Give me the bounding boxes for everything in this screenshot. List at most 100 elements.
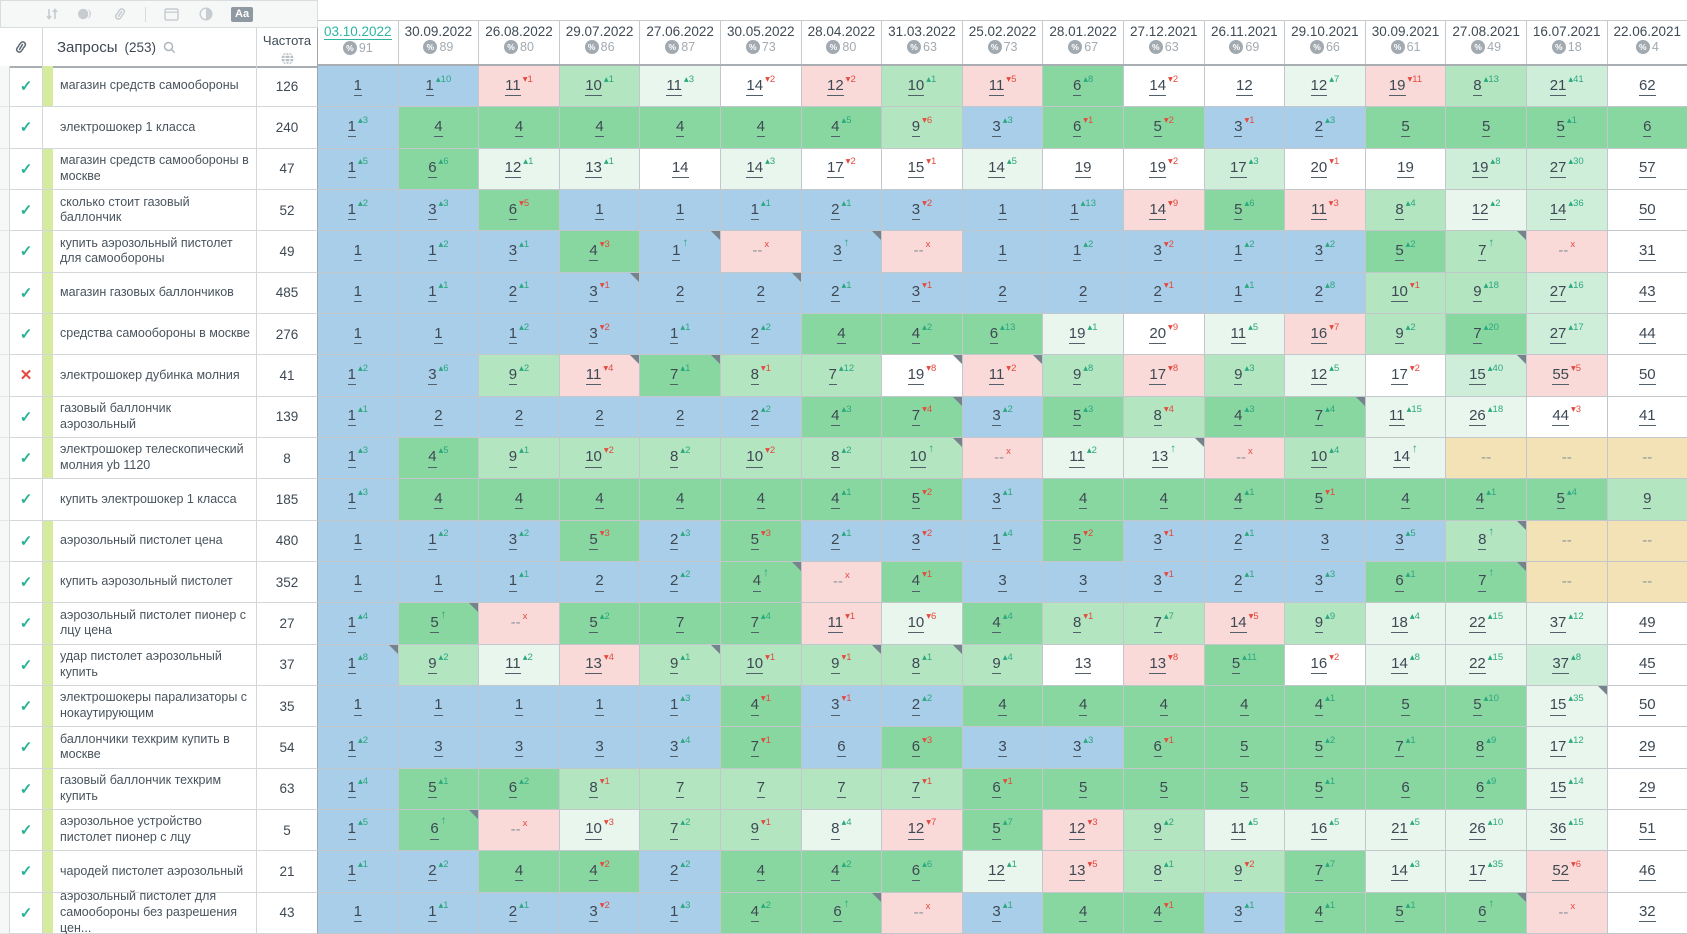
position-cell[interactable]: 1 ▴4 [318,603,398,645]
position-cell[interactable]: 8 ▴2 [800,437,882,480]
position-cell[interactable]: 1 ▴2 [478,313,559,356]
position-cell[interactable]: 7 [639,768,720,810]
position-cell[interactable]: 1 [397,561,479,604]
date-column-header[interactable]: 30.09.2022% 89 [397,20,479,64]
position-cell[interactable]: 4 [1122,479,1204,521]
position-cell[interactable]: 13 [1042,644,1123,686]
position-cell[interactable]: 3 ▴2 [961,396,1043,438]
position-cell[interactable]: 15 ▾1 [881,148,962,190]
position-cell[interactable]: -- [1606,561,1687,604]
position-cell[interactable]: 4 ▾1 [719,685,801,728]
position-cell[interactable]: 1 [318,272,398,314]
position-cell[interactable]: 5 [1203,727,1285,769]
date-label[interactable]: 29.07.2022 [565,24,634,39]
position-cell[interactable]: 8 ▾1 [558,768,640,810]
position-cell[interactable]: 17 ▴3 [1203,148,1285,190]
date-label[interactable]: 26.08.2022 [485,24,553,39]
keyword-cell[interactable]: магазин газовых баллончиков [43,272,257,314]
check-icon[interactable]: ✓ [10,231,43,273]
check-icon[interactable]: ✓ [10,66,43,108]
check-icon[interactable]: ✓ [10,313,43,356]
keyword-cell[interactable]: удар пистолет аэрозольный купить [43,644,257,686]
position-cell[interactable]: 6 [1606,107,1687,149]
position-cell[interactable]: -- x [1203,437,1285,480]
position-cell[interactable]: 31 [1606,231,1687,273]
position-cell[interactable]: 3 ▴1 [961,892,1043,934]
position-cell[interactable]: 7 ↑ [1445,561,1526,604]
position-cell[interactable]: 6 ↑ [800,892,882,934]
position-cell[interactable]: 2 [719,272,801,314]
position-cell[interactable]: 1 ▴3 [318,437,398,480]
position-cell[interactable]: 1 ▴3 [639,892,720,934]
position-cell[interactable]: 4 ▴1 [1445,479,1526,521]
position-cell[interactable]: 4 [639,107,720,149]
position-cell[interactable]: 11 ▾5 [961,66,1043,108]
position-cell[interactable]: 49 [1606,603,1687,645]
date-column-header[interactable]: 26.11.2021% 69 [1203,20,1285,64]
position-cell[interactable]: 9 ▴1 [478,437,559,480]
check-icon[interactable]: ✓ [10,685,43,728]
position-cell[interactable]: 12 ▴2 [1445,189,1526,232]
position-cell[interactable]: 5 ▴3 [1042,396,1123,438]
position-cell[interactable]: 1 ▴1 [478,561,559,604]
position-cell[interactable]: 2 ▴1 [478,272,559,314]
position-cell[interactable]: 10 ▴1 [558,66,640,108]
position-cell[interactable]: 5 ▴2 [1364,231,1446,273]
position-cell[interactable]: 14 ▴8 [1364,644,1446,686]
position-cell[interactable]: 3 ▴3 [1042,727,1123,769]
position-cell[interactable]: 1 [558,189,640,232]
position-cell[interactable]: 15 ▴35 [1525,685,1607,728]
position-cell[interactable]: 22 ▴15 [1445,603,1526,645]
position-cell[interactable]: 2 ▴3 [639,520,720,562]
position-cell[interactable]: 8 ▴4 [800,809,882,852]
position-cell[interactable]: 9 ▴1 [639,644,720,686]
card-view-icon[interactable] [163,6,180,22]
position-cell[interactable]: 7 [639,603,720,645]
position-cell[interactable]: 6 ↑ [1445,892,1526,934]
position-cell[interactable]: 37 ▴8 [1525,644,1607,686]
position-cell[interactable]: 11 ▾1 [800,603,882,645]
date-column-header[interactable]: 25.02.2022% 73 [961,20,1043,64]
keyword-cell[interactable]: газовый баллончик аэрозольный [43,396,257,438]
position-cell[interactable]: 10 ▾2 [558,437,640,480]
position-cell[interactable]: 1 ▴1 [318,851,398,893]
position-cell[interactable]: 8 ▴13 [1445,66,1526,108]
keyword-cell[interactable]: газовый баллончик техкрим купить [43,768,257,810]
keyword-cell[interactable]: сколько стоит газовый баллончик [43,189,257,232]
position-cell[interactable]: 9 ▴2 [397,644,479,686]
position-cell[interactable]: 46 [1606,851,1687,893]
position-cell[interactable]: 5 [1042,768,1123,810]
position-cell[interactable]: 12 [1203,66,1285,108]
position-cell[interactable]: 10 ▾1 [719,644,801,686]
position-cell[interactable]: 2 [397,396,479,438]
position-cell[interactable]: 3 [1284,520,1365,562]
position-cell[interactable]: 16 ▾2 [1284,644,1365,686]
position-cell[interactable]: 1 ▴2 [1042,231,1123,273]
date-label[interactable]: 31.03.2022 [888,24,956,39]
date-column-header[interactable]: 29.10.2021% 66 [1284,20,1365,64]
position-cell[interactable]: 1 ▴1 [397,272,479,314]
date-label[interactable]: 28.01.2022 [1049,24,1117,39]
date-label[interactable]: 28.04.2022 [807,24,876,39]
position-cell[interactable]: 4 [961,685,1043,728]
check-icon[interactable]: ✓ [10,727,43,769]
position-cell[interactable]: 1 ▴3 [318,107,398,149]
position-cell[interactable]: -- x [719,231,801,273]
position-cell[interactable]: 1 ▴4 [961,520,1043,562]
position-cell[interactable]: 7 [719,768,801,810]
position-cell[interactable]: 1 ▴2 [397,520,479,562]
position-cell[interactable]: 1 [397,313,479,356]
position-cell[interactable]: 5 [1445,107,1526,149]
position-cell[interactable]: 32 [1606,892,1687,934]
position-cell[interactable]: 3 ▾2 [558,892,640,934]
position-cell[interactable]: 1 [961,231,1043,273]
position-cell[interactable]: 4 ▴2 [881,313,962,356]
position-cell[interactable]: 9 ▴18 [1445,272,1526,314]
position-cell[interactable]: 7 ▴20 [1445,313,1526,356]
position-cell[interactable]: 1 ▴5 [318,809,398,852]
position-cell[interactable]: 6 ▴6 [397,148,479,190]
position-cell[interactable]: 18 ▴4 [1364,603,1446,645]
position-cell[interactable]: 3 ▾2 [558,313,640,356]
position-cell[interactable]: 3 ▾2 [881,520,962,562]
position-cell[interactable]: 10 ▾6 [881,603,962,645]
